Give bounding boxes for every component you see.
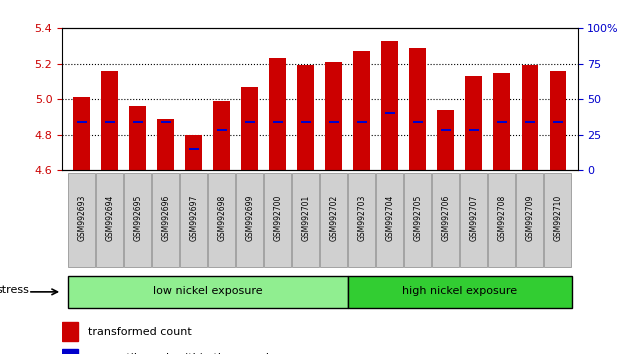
Bar [62, 349, 78, 354]
FancyBboxPatch shape [432, 173, 460, 267]
Bar [217, 129, 227, 131]
Text: GSM992697: GSM992697 [189, 194, 198, 241]
Text: GSM992699: GSM992699 [245, 194, 254, 241]
FancyBboxPatch shape [68, 276, 348, 308]
Text: GSM992705: GSM992705 [414, 194, 422, 241]
Bar [157, 119, 174, 170]
FancyBboxPatch shape [237, 173, 263, 267]
FancyBboxPatch shape [265, 173, 291, 267]
FancyBboxPatch shape [517, 173, 543, 267]
Bar [101, 71, 118, 170]
FancyBboxPatch shape [152, 173, 179, 267]
FancyBboxPatch shape [376, 173, 403, 267]
Bar [494, 73, 510, 170]
Bar [381, 41, 398, 170]
Text: GSM992700: GSM992700 [273, 194, 283, 241]
Text: percentile rank within the sample: percentile rank within the sample [88, 353, 276, 354]
Text: GSM992710: GSM992710 [553, 194, 563, 241]
Bar [385, 112, 395, 114]
FancyBboxPatch shape [124, 173, 151, 267]
Bar [409, 48, 426, 170]
FancyBboxPatch shape [292, 173, 319, 267]
FancyBboxPatch shape [208, 173, 235, 267]
FancyBboxPatch shape [68, 173, 95, 267]
Text: GSM992704: GSM992704 [386, 194, 394, 241]
Bar [242, 87, 258, 170]
FancyBboxPatch shape [404, 173, 432, 267]
Text: GSM992703: GSM992703 [357, 194, 366, 241]
Text: GSM992707: GSM992707 [469, 194, 478, 241]
Text: GSM992706: GSM992706 [442, 194, 450, 241]
Bar [325, 62, 342, 170]
Bar [466, 76, 483, 170]
Bar [273, 121, 283, 123]
Bar [413, 121, 423, 123]
Bar [301, 121, 310, 123]
Text: stress: stress [0, 285, 30, 295]
Bar [297, 65, 314, 170]
FancyBboxPatch shape [545, 173, 571, 267]
Text: GSM992709: GSM992709 [525, 194, 535, 241]
Bar [185, 135, 202, 170]
Bar [550, 71, 566, 170]
Bar [525, 121, 535, 123]
Text: GSM992693: GSM992693 [77, 194, 86, 241]
Bar [353, 51, 370, 170]
FancyBboxPatch shape [180, 173, 207, 267]
Bar [441, 129, 451, 131]
Bar [161, 121, 171, 123]
Bar [105, 121, 115, 123]
Bar [133, 121, 143, 123]
Text: GSM992694: GSM992694 [105, 194, 114, 241]
Bar [553, 121, 563, 123]
Bar [357, 121, 367, 123]
Bar [437, 110, 455, 170]
Bar [497, 121, 507, 123]
Bar [270, 58, 286, 170]
Text: GSM992702: GSM992702 [329, 194, 338, 241]
Bar [129, 106, 146, 170]
Bar [469, 129, 479, 131]
Bar [214, 101, 230, 170]
Text: GSM992701: GSM992701 [301, 194, 310, 241]
Bar [77, 121, 86, 123]
Bar [189, 148, 199, 150]
Bar [245, 121, 255, 123]
Bar [73, 97, 90, 170]
FancyBboxPatch shape [489, 173, 515, 267]
Bar [62, 322, 78, 341]
FancyBboxPatch shape [460, 173, 487, 267]
FancyBboxPatch shape [348, 276, 572, 308]
FancyBboxPatch shape [348, 173, 375, 267]
FancyBboxPatch shape [96, 173, 123, 267]
Bar [522, 65, 538, 170]
Bar [329, 121, 338, 123]
Text: high nickel exposure: high nickel exposure [402, 286, 517, 296]
Text: GSM992696: GSM992696 [161, 194, 170, 241]
Text: GSM992698: GSM992698 [217, 194, 226, 241]
Text: transformed count: transformed count [88, 327, 192, 337]
Text: GSM992695: GSM992695 [134, 194, 142, 241]
FancyBboxPatch shape [320, 173, 347, 267]
Text: GSM992708: GSM992708 [497, 194, 506, 241]
Text: low nickel exposure: low nickel exposure [153, 286, 263, 296]
